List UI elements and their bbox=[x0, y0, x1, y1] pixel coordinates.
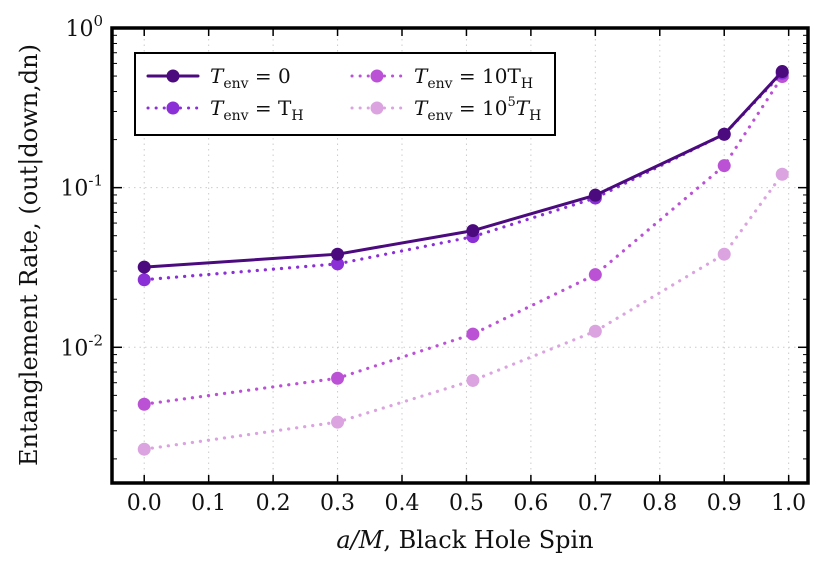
y-tick-label: 100 bbox=[65, 12, 103, 42]
legend: Tenv = 0 Tenv = TH Tenv = 10TH Tenv = 105TH bbox=[134, 52, 556, 136]
legend-marker bbox=[166, 69, 180, 83]
legend-label: Tenv = 10TH bbox=[414, 64, 533, 92]
y-axis-ticks: 100 10-1 10-2 bbox=[60, 12, 808, 460]
data-point bbox=[775, 65, 789, 79]
plot-frame bbox=[110, 26, 810, 485]
legend-marker bbox=[166, 101, 180, 115]
x-tick-label: 0.6 bbox=[513, 491, 548, 516]
legend-label: Tenv = 105TH bbox=[414, 95, 541, 124]
series-group bbox=[137, 65, 789, 456]
x-tick-label: 0.0 bbox=[127, 491, 162, 516]
y-tick-label: 10-1 bbox=[60, 172, 103, 202]
data-point bbox=[137, 273, 151, 287]
legend-label: Tenv = 0 bbox=[210, 64, 291, 92]
data-point bbox=[331, 415, 345, 429]
data-point bbox=[717, 159, 731, 173]
data-point bbox=[717, 127, 731, 141]
x-tick-label: 0.3 bbox=[320, 491, 355, 516]
data-point bbox=[466, 327, 480, 341]
x-tick-label: 0.7 bbox=[578, 491, 613, 516]
data-point bbox=[331, 247, 345, 261]
x-tick-label: 0.9 bbox=[707, 491, 742, 516]
data-point bbox=[588, 268, 602, 282]
grid-lines bbox=[112, 28, 808, 483]
data-point bbox=[588, 188, 602, 202]
data-point bbox=[331, 371, 345, 385]
series-line bbox=[142, 74, 784, 406]
legend-marker bbox=[370, 69, 384, 83]
data-point bbox=[137, 442, 151, 456]
series-line bbox=[142, 70, 784, 269]
x-tick-label: 0.1 bbox=[191, 491, 226, 516]
series-2 bbox=[137, 70, 789, 411]
data-point bbox=[137, 397, 151, 411]
x-tick-label: 0.5 bbox=[449, 491, 484, 516]
data-point bbox=[775, 167, 789, 181]
y-axis-title: Entanglement Rate, (out|down,dn) bbox=[15, 44, 44, 466]
x-tick-label: 0.8 bbox=[642, 491, 677, 516]
x-tick-label: 0.2 bbox=[256, 491, 291, 516]
x-tick-label: 0.4 bbox=[385, 491, 420, 516]
series-0 bbox=[137, 65, 789, 274]
y-tick-label: 10-2 bbox=[60, 331, 103, 361]
series-line bbox=[142, 172, 784, 451]
legend-marker bbox=[370, 101, 384, 115]
series-line bbox=[142, 71, 784, 282]
legend-box bbox=[134, 52, 556, 136]
data-point bbox=[331, 257, 345, 271]
series-3 bbox=[137, 167, 789, 456]
data-point bbox=[588, 324, 602, 338]
data-point bbox=[466, 373, 480, 387]
data-point bbox=[717, 247, 731, 261]
x-axis-ticks: 0.0 0.1 0.2 0.3 0.4 0.5 0.6 0.7 0.8 0.9 1.0 bbox=[127, 28, 806, 516]
data-point bbox=[137, 260, 151, 274]
x-tick-label: 1.0 bbox=[771, 491, 806, 516]
legend-label: Tenv = TH bbox=[210, 96, 304, 124]
data-point bbox=[466, 224, 480, 238]
x-axis-title: a/M, Black Hole Spin bbox=[336, 526, 593, 554]
